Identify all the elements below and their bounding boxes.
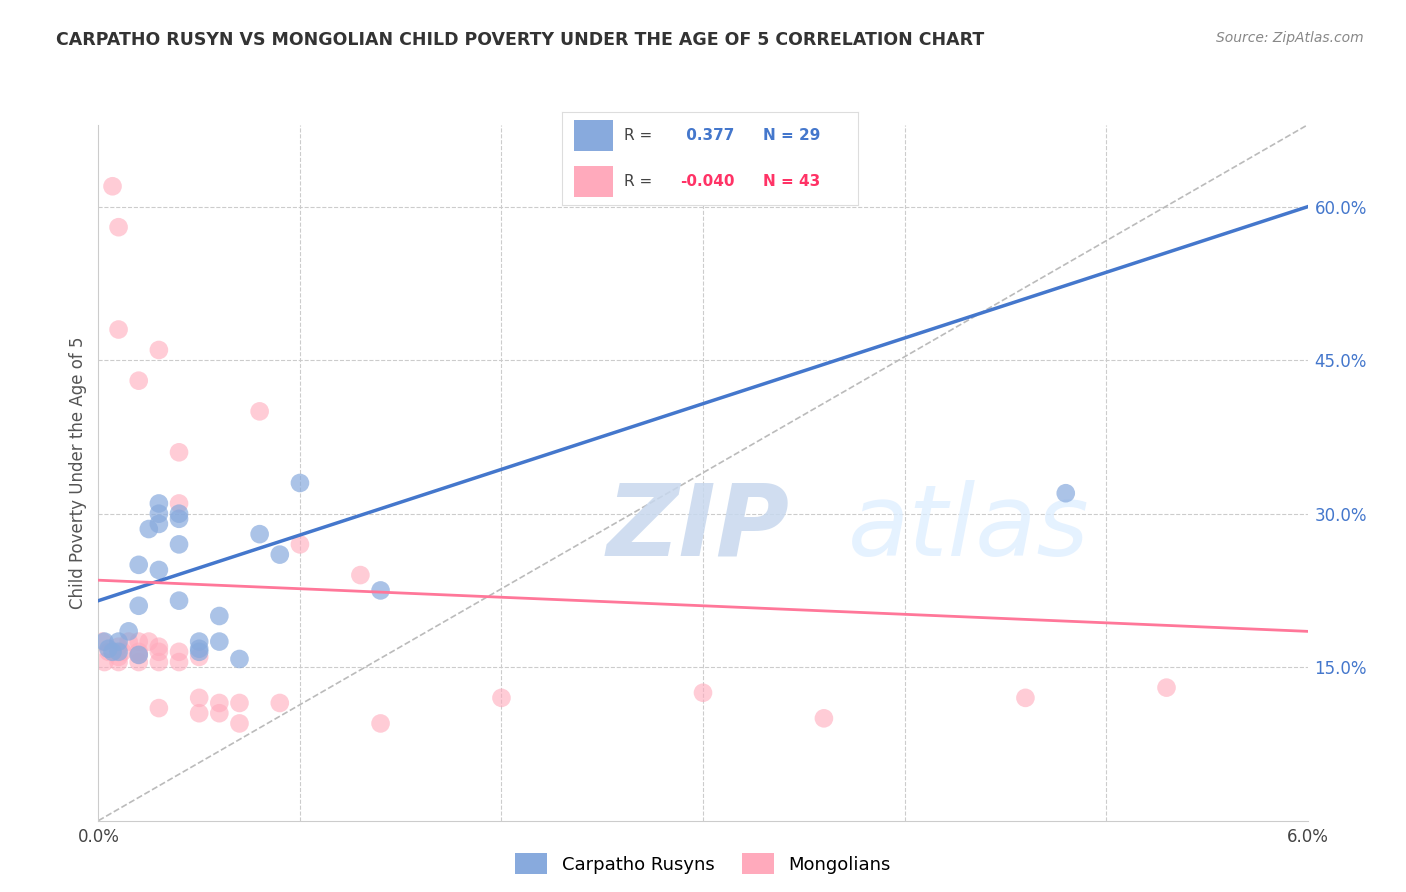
Point [128, 655, 150, 669]
Point [138, 634, 160, 648]
Y-axis label: Child Poverty Under the Age of 5: Child Poverty Under the Age of 5 [69, 336, 87, 609]
Point [228, 716, 250, 731]
Point [188, 649, 211, 664]
Point [93, 655, 115, 669]
Point [249, 404, 271, 418]
Point [148, 563, 170, 577]
Point [370, 716, 392, 731]
Point [167, 445, 190, 459]
Point [118, 624, 141, 639]
Point [288, 537, 311, 551]
Point [167, 593, 190, 607]
Point [111, 645, 134, 659]
Point [167, 512, 190, 526]
Text: Source: ZipAtlas.com: Source: ZipAtlas.com [1216, 31, 1364, 45]
Point [491, 690, 513, 705]
Point [269, 548, 291, 562]
Point [692, 686, 714, 700]
Point [138, 522, 160, 536]
Point [288, 475, 311, 490]
Point [107, 649, 129, 664]
Point [148, 516, 170, 531]
Point [249, 527, 271, 541]
Point [107, 645, 129, 659]
Point [167, 537, 190, 551]
Point [1054, 486, 1077, 500]
Point [188, 641, 211, 656]
Point [128, 558, 150, 572]
Point [128, 634, 150, 648]
Point [167, 645, 190, 659]
Text: N = 43: N = 43 [763, 174, 821, 189]
Bar [574, 120, 613, 151]
Point [148, 496, 170, 510]
Point [128, 374, 150, 388]
Point [813, 711, 835, 725]
Point [107, 655, 129, 669]
Point [370, 583, 392, 598]
Point [148, 343, 170, 357]
Point [269, 696, 291, 710]
Text: ZIP: ZIP [606, 480, 789, 577]
Point [188, 690, 211, 705]
Point [188, 634, 211, 648]
Point [101, 645, 124, 659]
Point [128, 645, 150, 659]
Legend: Carpatho Rusyns, Mongolians: Carpatho Rusyns, Mongolians [508, 846, 898, 881]
Point [128, 599, 150, 613]
Text: N = 29: N = 29 [763, 128, 821, 143]
Point [1014, 690, 1036, 705]
Point [167, 496, 190, 510]
Point [228, 652, 250, 666]
Text: atlas: atlas [848, 480, 1090, 577]
Text: CARPATHO RUSYN VS MONGOLIAN CHILD POVERTY UNDER THE AGE OF 5 CORRELATION CHART: CARPATHO RUSYN VS MONGOLIAN CHILD POVERT… [56, 31, 984, 49]
Point [208, 696, 231, 710]
Point [93, 634, 115, 648]
Point [148, 701, 170, 715]
Point [148, 640, 170, 654]
Point [188, 706, 211, 721]
Point [118, 634, 141, 648]
Text: -0.040: -0.040 [681, 174, 735, 189]
Text: 0.377: 0.377 [681, 128, 734, 143]
Point [148, 655, 170, 669]
Point [148, 645, 170, 659]
Bar [574, 166, 613, 197]
Point [107, 322, 129, 336]
Point [208, 706, 231, 721]
Point [208, 609, 231, 624]
Point [101, 179, 124, 194]
Text: R =: R = [624, 128, 652, 143]
Point [107, 634, 129, 648]
Point [107, 640, 129, 654]
Point [128, 648, 150, 662]
Point [188, 645, 211, 659]
Point [208, 634, 231, 648]
Point [97, 645, 120, 659]
Point [228, 696, 250, 710]
Point [91, 634, 114, 648]
Point [349, 568, 371, 582]
Point [1156, 681, 1178, 695]
Point [128, 648, 150, 662]
Point [167, 507, 190, 521]
Point [107, 220, 129, 235]
Point [148, 507, 170, 521]
Text: R =: R = [624, 174, 652, 189]
Point [167, 655, 190, 669]
Point [97, 641, 120, 656]
